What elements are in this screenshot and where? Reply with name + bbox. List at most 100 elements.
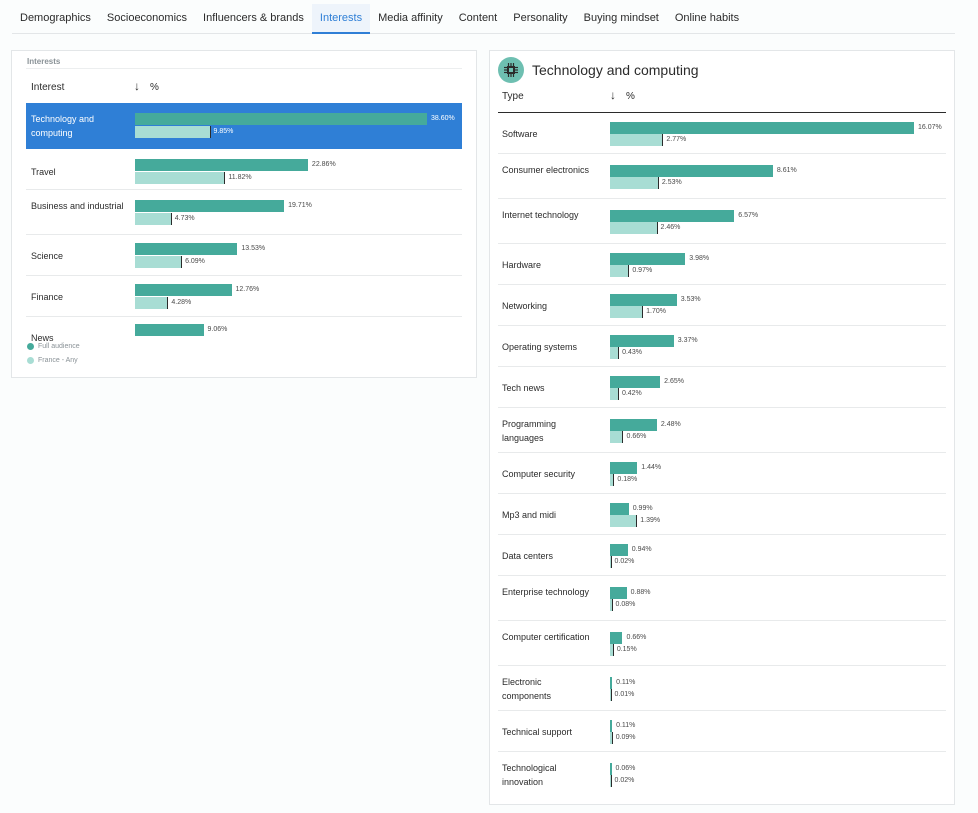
percent-column-header[interactable]: % <box>626 91 635 102</box>
percent-column-header[interactable]: % <box>150 82 159 93</box>
full-audience-bar <box>610 122 914 134</box>
legend-label: France - Any <box>38 357 78 364</box>
type-row-label: Computer security <box>502 468 576 479</box>
type-row-label: Software <box>502 128 538 139</box>
bar-end-tick <box>642 306 644 318</box>
interest-row-label: Business and industrial <box>31 200 124 211</box>
france-any-bar <box>610 265 629 277</box>
full-audience-value: 0.88% <box>630 589 651 596</box>
tab-demographics[interactable]: Demographics <box>20 12 91 24</box>
type-row[interactable]: Programming languages 2.48% 0.66% <box>490 408 954 453</box>
type-column-header[interactable]: Type <box>502 91 524 102</box>
full-audience-value: 0.66% <box>626 634 647 641</box>
type-row[interactable]: Technological innovation 0.06% 0.02% <box>490 752 954 797</box>
interest-row[interactable]: Finance 12.76% 4.28% <box>12 276 476 317</box>
france-any-bar <box>610 556 611 568</box>
bar-end-tick <box>617 388 619 400</box>
row-divider <box>498 325 946 326</box>
type-row[interactable]: Computer security 1.44% 0.18% <box>490 453 954 494</box>
type-row[interactable]: Electronic components 0.11% 0.01% <box>490 666 954 711</box>
france-any-bar <box>135 213 171 225</box>
full-audience-value: 12.76% <box>235 286 260 293</box>
type-row-label: Networking <box>502 300 548 311</box>
bar-end-tick <box>628 265 630 277</box>
bar-end-tick <box>610 556 612 568</box>
full-audience-bar <box>610 503 629 515</box>
france-any-bar <box>610 599 612 611</box>
type-row-label: Technological innovation <box>502 762 557 787</box>
row-divider <box>26 189 462 190</box>
type-row[interactable]: Hardware 3.98% 0.97% <box>490 244 954 285</box>
bar-end-tick <box>610 775 612 787</box>
full-audience-bar <box>610 720 613 732</box>
type-row[interactable]: Technical support 0.11% 0.09% <box>490 711 954 752</box>
interest-row[interactable]: News 9.06% <box>12 317 476 347</box>
type-row[interactable]: Operating systems 3.37% 0.43% <box>490 326 954 367</box>
row-divider <box>498 575 946 576</box>
full-audience-value: 8.61% <box>776 167 797 174</box>
tab-content[interactable]: Content <box>458 12 498 24</box>
france-any-bar <box>135 297 168 309</box>
france-any-value: 0.18% <box>617 476 638 483</box>
type-row[interactable]: Data centers 0.94% 0.02% <box>490 535 954 576</box>
interest-row-label: Technology and computing <box>31 114 95 138</box>
row-divider <box>26 275 462 276</box>
sort-arrow-icon[interactable]: ↓ <box>610 88 616 102</box>
france-any-value: 0.42% <box>621 390 642 397</box>
full-audience-bar <box>610 253 686 265</box>
type-row[interactable]: Tech news 2.65% 0.42% <box>490 367 954 408</box>
type-row[interactable]: Networking 3.53% 1.70% <box>490 285 954 326</box>
type-row-label: Data centers <box>502 550 554 561</box>
interest-row[interactable]: Technology and computing 38.60% 9.85% <box>26 103 462 149</box>
type-row[interactable]: Software 16.07% 2.77% <box>490 113 954 154</box>
full-audience-bar <box>610 294 677 306</box>
tab-buying-mindset[interactable]: Buying mindset <box>583 12 659 24</box>
type-row-label: Consumer electronics <box>502 164 590 175</box>
interest-row-label: Finance <box>31 291 64 302</box>
full-audience-value: 3.37% <box>677 337 698 344</box>
bar-end-tick <box>656 222 658 234</box>
france-any-bar <box>135 256 182 268</box>
full-audience-bar <box>135 284 232 296</box>
bar-end-tick <box>657 177 659 189</box>
row-divider <box>498 198 946 199</box>
interest-row[interactable]: Business and industrial 19.71% 4.73% <box>12 190 476 235</box>
france-any-value: 6.09% <box>185 258 205 265</box>
sort-arrow-icon[interactable]: ↓ <box>134 79 140 93</box>
type-row[interactable]: Enterprise technology 0.88% 0.08% <box>490 576 954 621</box>
interest-row[interactable]: Science 13.53% 6.09% <box>12 235 476 276</box>
full-audience-value: 2.65% <box>664 378 684 385</box>
tab-socioeconomics[interactable]: Socioeconomics <box>106 12 188 24</box>
bar-end-tick <box>224 172 226 184</box>
type-row[interactable]: Consumer electronics 8.61% 2.53% <box>490 154 954 199</box>
full-audience-bar <box>610 462 638 474</box>
tab-online-habits[interactable]: Online habits <box>674 12 740 24</box>
type-row[interactable]: Computer certification 0.66% 0.15% <box>490 621 954 666</box>
france-any-bar <box>610 732 612 744</box>
tab-influencers-brands[interactable]: Influencers & brands <box>203 12 304 24</box>
type-row[interactable]: Mp3 and midi 0.99% 1.39% <box>490 494 954 535</box>
tab-interests[interactable]: Interests <box>311 4 371 34</box>
legend-swatch <box>27 357 34 364</box>
legend-swatch <box>27 343 34 350</box>
interest-row[interactable]: Travel 22.86% 11.82% <box>12 154 476 190</box>
interest-column-header[interactable]: Interest <box>31 82 65 93</box>
tab-media-affinity[interactable]: Media affinity <box>378 12 443 24</box>
row-divider <box>26 316 462 317</box>
full-audience-value: 0.11% <box>616 679 636 686</box>
full-audience-value: 3.98% <box>689 255 710 262</box>
full-audience-value: 22.86% <box>311 161 336 168</box>
row-divider <box>498 452 946 453</box>
tab-personality[interactable]: Personality <box>513 12 568 24</box>
bar-end-tick <box>209 126 211 138</box>
bar-end-tick <box>170 213 172 225</box>
france-any-value: 1.39% <box>640 517 661 524</box>
header-rule <box>498 112 946 113</box>
row-divider <box>498 751 946 752</box>
france-any-value: 11.82% <box>228 174 252 181</box>
type-row[interactable]: Internet technology 6.57% 2.46% <box>490 199 954 244</box>
panel-header: Technology and computing <box>498 57 699 83</box>
full-audience-bar <box>610 210 735 222</box>
full-audience-bar <box>610 544 628 556</box>
bar-end-tick <box>611 732 613 744</box>
